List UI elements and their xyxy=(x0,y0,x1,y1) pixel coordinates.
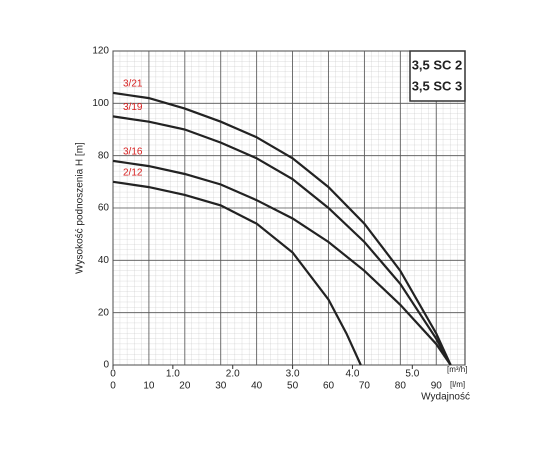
series-label: 2/12 xyxy=(123,167,143,178)
x-tick-label: 20 xyxy=(179,381,191,392)
y-tick-label: 40 xyxy=(98,255,110,266)
series-label: 3/21 xyxy=(123,79,143,90)
box-line: 3,5 SC 2 xyxy=(412,57,463,72)
x-tick-label: 50 xyxy=(287,381,299,392)
x-tick-label: 80 xyxy=(395,381,407,392)
y-tick-label: 20 xyxy=(98,307,110,318)
curve xyxy=(112,159,452,366)
y-axis-label: Wysokość podnoszenia H [m] xyxy=(75,142,86,274)
y-tick-label: 100 xyxy=(92,98,109,109)
x-tick-label: 0 xyxy=(110,381,116,392)
x2-tick-label: 0 xyxy=(110,369,116,380)
x2-tick-label: 4.0 xyxy=(346,369,360,380)
x2-unit: [m³/h] xyxy=(447,365,467,374)
y-tick-label: 80 xyxy=(98,150,110,161)
box-line: 3,5 SC 3 xyxy=(412,78,463,93)
curve xyxy=(112,91,452,366)
x-tick-label: 10 xyxy=(143,381,155,392)
x2-tick-label: 1.0 xyxy=(166,369,180,380)
series-label: 3/16 xyxy=(123,147,143,158)
x-tick-label: 90 xyxy=(431,381,443,392)
curve xyxy=(112,180,362,366)
box-frame xyxy=(409,50,466,102)
model-box: 3,5 SC 2 3,5 SC 3 xyxy=(409,50,466,102)
x-tick-label: 30 xyxy=(215,381,227,392)
x2-tick-label: 3.0 xyxy=(286,369,300,380)
curve xyxy=(112,115,452,366)
series-label: 3/19 xyxy=(123,102,143,113)
x-tick-label: 60 xyxy=(323,381,335,392)
y-tick-label: 120 xyxy=(92,46,109,57)
x2-tick-label: 5.0 xyxy=(405,369,419,380)
x2-tick-label: 2.0 xyxy=(226,369,240,380)
x-tick-label: 70 xyxy=(359,381,371,392)
y-tick-label: 0 xyxy=(103,360,109,371)
x-tick-label: 40 xyxy=(251,381,263,392)
x-unit: [l/m] xyxy=(450,380,465,389)
y-tick-label: 60 xyxy=(98,203,110,214)
x-axis-label: Wydajność xyxy=(421,392,470,403)
